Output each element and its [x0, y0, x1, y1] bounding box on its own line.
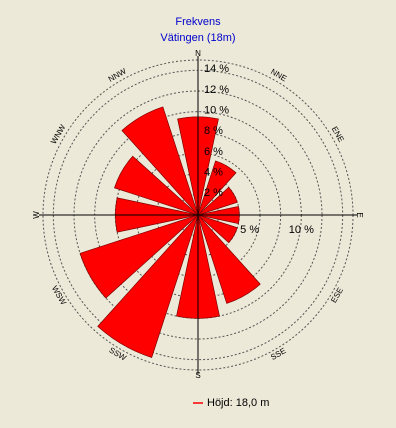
direction-label: SSW	[108, 346, 129, 363]
direction-label: S	[195, 371, 200, 380]
y-tick-label: 8 %	[204, 125, 223, 137]
chart-title: Frekvens	[175, 16, 221, 28]
bars	[79, 106, 261, 358]
direction-label: NNE	[269, 67, 288, 83]
y-tick-label: 6 %	[204, 146, 223, 158]
direction-label: ENE	[330, 125, 346, 144]
wind-bar	[121, 106, 199, 216]
axes: N NNE ENE E ESE SSE S SSW WSW W WNW NNW 2 % 4 % 6 % 8 %…	[32, 49, 364, 380]
y-tick-label: 12 %	[204, 84, 229, 96]
wind-bar	[197, 186, 238, 216]
direction-label: W	[32, 211, 41, 219]
x-tick-label: 5 %	[240, 224, 259, 236]
direction-label: SSE	[269, 346, 287, 362]
direction-label: NNW	[107, 66, 128, 84]
direction-label: WNW	[49, 123, 67, 146]
chart-subtitle: Vätingen (18m)	[160, 32, 235, 44]
direction-label: ESE	[329, 286, 345, 304]
y-tick-label: 2 %	[204, 187, 223, 199]
y-tick-label: 10 %	[204, 105, 229, 117]
wind-bar	[97, 214, 199, 358]
y-tick-label: 14 %	[204, 63, 229, 75]
y-tick-label: 4 %	[204, 167, 223, 179]
direction-label: N	[195, 49, 201, 58]
wind-bar	[114, 155, 199, 216]
wind-bar	[197, 214, 261, 304]
direction-label: WSW	[50, 284, 68, 307]
wind-bar	[79, 214, 199, 299]
wind-bar	[197, 214, 238, 244]
legend-label: Höjd: 18,0 m	[207, 397, 269, 409]
x-tick-label: 10 %	[289, 224, 314, 236]
wind-bar	[197, 160, 237, 216]
direction-label: E	[355, 212, 364, 217]
